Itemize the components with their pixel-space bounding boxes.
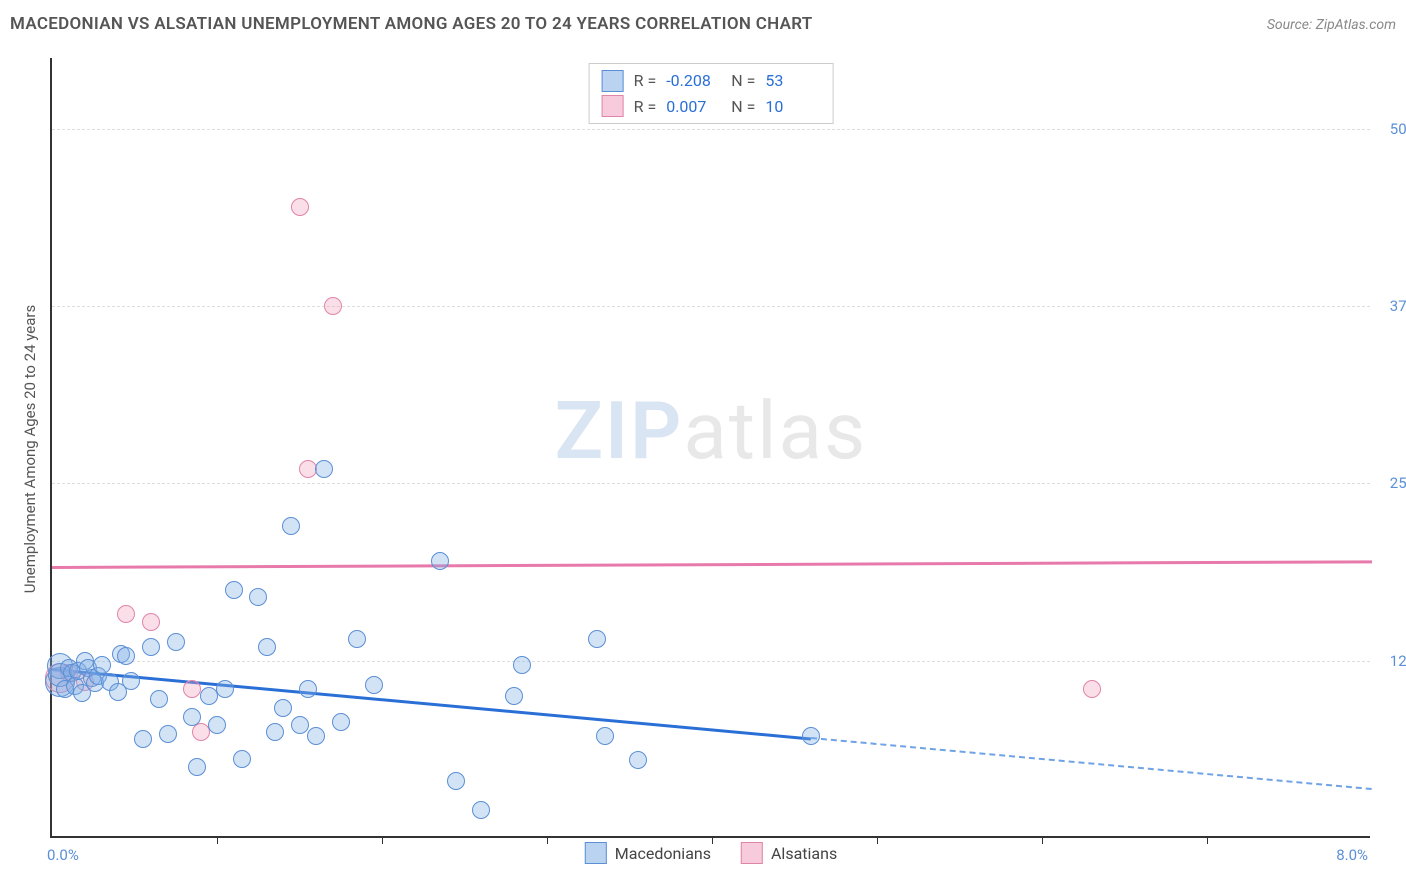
data-point-alsatians [291,198,309,216]
data-point-macedonians [225,581,243,599]
data-point-macedonians [513,656,531,674]
x-axis-min-label: 0.0% [47,846,79,864]
data-point-alsatians [117,605,135,623]
y-tick-label: 37.5% [1375,297,1406,315]
x-tick-mark [1042,836,1043,844]
series-legend: Macedonians Alsatians [585,842,837,864]
trend-line-alsatians [52,560,1372,568]
y-tick-label: 50.0% [1375,120,1406,138]
data-point-macedonians [258,638,276,656]
data-point-alsatians [324,297,342,315]
data-point-macedonians [274,699,292,717]
n-label: N = [731,94,755,120]
stats-legend-row: R = -0.208 N = 53 [602,68,821,94]
data-point-alsatians [183,680,201,698]
data-point-macedonians [93,656,111,674]
legend-swatch-blue [585,842,607,864]
n-value: 53 [765,68,820,94]
data-point-alsatians [299,460,317,478]
watermark-logo: ZIPatlas [555,384,868,478]
data-point-macedonians [142,638,160,656]
data-point-macedonians [122,672,140,690]
stats-legend-box: R = -0.208 N = 53 R = 0.007 N = 10 [589,63,834,124]
data-point-macedonians [299,680,317,698]
grid-line [52,306,1370,307]
legend-label: Macedonians [615,844,711,863]
r-label: R = [634,94,657,120]
data-point-macedonians [266,723,284,741]
scatter-plot-area: ZIPatlas R =-0.208N =53R =0.007N =10 Mac… [50,58,1370,838]
r-label: R = [634,68,657,94]
x-tick-mark [382,836,383,844]
data-point-alsatians [142,613,160,631]
stats-legend-row: R = 0.007 N = 10 [602,94,821,120]
data-point-macedonians [348,630,366,648]
data-point-macedonians [802,727,820,745]
data-point-macedonians [249,588,267,606]
grid-line [52,483,1370,484]
data-point-macedonians [167,633,185,651]
n-label: N = [731,68,755,94]
x-tick-mark [877,836,878,844]
n-value: 10 [765,94,820,120]
data-point-macedonians [117,647,135,665]
data-point-macedonians [596,727,614,745]
data-point-macedonians [208,716,226,734]
y-tick-label: 12.5% [1375,652,1406,670]
data-point-macedonians [150,690,168,708]
data-point-macedonians [431,552,449,570]
data-point-macedonians [233,750,251,768]
data-point-macedonians [365,676,383,694]
data-point-macedonians [472,801,490,819]
grid-line [52,129,1370,130]
legend-item-alsatians: Alsatians [741,842,837,864]
x-tick-mark [217,836,218,844]
grid-line [52,661,1370,662]
data-point-macedonians [216,680,234,698]
legend-swatch-pink [602,95,624,117]
data-point-macedonians [282,517,300,535]
legend-item-macedonians: Macedonians [585,842,711,864]
data-point-macedonians [629,751,647,769]
data-point-macedonians [588,630,606,648]
x-tick-mark [547,836,548,844]
legend-label: Alsatians [771,844,837,863]
legend-swatch-blue [602,70,624,92]
y-axis-label: Unemployment Among Ages 20 to 24 years [21,284,39,614]
data-point-macedonians [134,730,152,748]
data-point-macedonians [159,725,177,743]
x-tick-mark [712,836,713,844]
chart-title: MACEDONIAN VS ALSATIAN UNEMPLOYMENT AMON… [10,14,813,34]
r-value: -0.208 [666,68,721,94]
data-point-macedonians [188,758,206,776]
data-point-macedonians [200,687,218,705]
data-point-macedonians [291,716,309,734]
data-point-macedonians [183,708,201,726]
source-attribution: Source: ZipAtlas.com [1267,17,1396,33]
data-point-macedonians [447,772,465,790]
x-axis-max-label: 8.0% [1336,846,1368,864]
x-tick-mark [1207,836,1208,844]
data-point-macedonians [332,713,350,731]
data-point-macedonians [307,727,325,745]
trend-line-macedonians-extrapolated [811,737,1372,790]
data-point-macedonians [505,687,523,705]
legend-swatch-pink [741,842,763,864]
data-point-macedonians [315,460,333,478]
r-value: 0.007 [666,94,721,120]
y-tick-label: 25.0% [1375,474,1406,492]
data-point-alsatians [1083,680,1101,698]
